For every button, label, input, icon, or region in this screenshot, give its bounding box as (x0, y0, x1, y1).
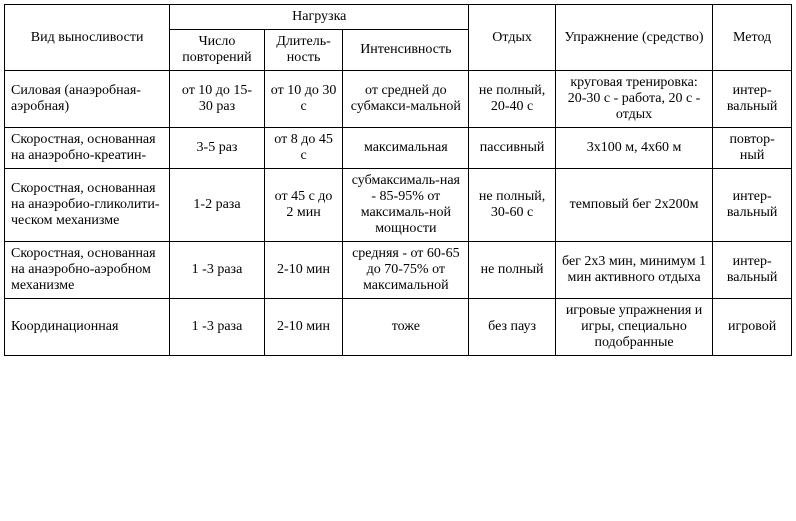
header-method: Метод (713, 5, 792, 71)
table-row: Координационная 1 -3 раза 2-10 мин тоже … (5, 299, 792, 356)
cell-type: Скоростная, основанная на анаэробно-креа… (5, 128, 170, 169)
cell-reps: 3-5 раз (170, 128, 264, 169)
header-intensity: Интенсивность (343, 30, 469, 71)
cell-rest: не полный, 30-60 с (469, 169, 556, 242)
cell-method: интер-вальный (713, 242, 792, 299)
table-row: Скоростная, основанная на анаэробио-глик… (5, 169, 792, 242)
cell-rest: пассивный (469, 128, 556, 169)
cell-method: игровой (713, 299, 792, 356)
cell-type: Координационная (5, 299, 170, 356)
header-duration: Длитель-ность (264, 30, 343, 71)
cell-type: Скоростная, основанная на анаэробио-глик… (5, 169, 170, 242)
cell-exercise: темповый бег 2х200м (555, 169, 712, 242)
cell-rest: не полный, 20-40 с (469, 71, 556, 128)
cell-reps: 1-2 раза (170, 169, 264, 242)
cell-exercise: круговая тренировка: 20-30 с - работа, 2… (555, 71, 712, 128)
cell-intensity: субмаксималь-ная - 85-95% от максималь-н… (343, 169, 469, 242)
cell-reps: 1 -3 раза (170, 299, 264, 356)
cell-duration: от 45 с до 2 мин (264, 169, 343, 242)
table-row: Скоростная, основанная на анаэробно-аэро… (5, 242, 792, 299)
cell-exercise: бег 2х3 мин, минимум 1 мин активного отд… (555, 242, 712, 299)
cell-duration: от 8 до 45 с (264, 128, 343, 169)
cell-reps: от 10 до 15-30 раз (170, 71, 264, 128)
header-type: Вид выносливости (5, 5, 170, 71)
table-row: Скоростная, основанная на анаэробно-креа… (5, 128, 792, 169)
cell-intensity: средняя - от 60-65 до 70-75% от максимал… (343, 242, 469, 299)
header-row-1: Вид выносливости Нагрузка Отдых Упражнен… (5, 5, 792, 30)
cell-exercise: игровые упражнения и игры, специально по… (555, 299, 712, 356)
cell-rest: не полный (469, 242, 556, 299)
cell-type: Силовая (анаэробная-аэробная) (5, 71, 170, 128)
cell-duration: 2-10 мин (264, 242, 343, 299)
cell-intensity: тоже (343, 299, 469, 356)
table-row: Силовая (анаэробная-аэробная) от 10 до 1… (5, 71, 792, 128)
header-rest: Отдых (469, 5, 556, 71)
cell-intensity: от средней до субмакси-мальной (343, 71, 469, 128)
cell-method: повтор-ный (713, 128, 792, 169)
cell-method: интер-вальный (713, 169, 792, 242)
cell-duration: от 10 до 30 с (264, 71, 343, 128)
cell-reps: 1 -3 раза (170, 242, 264, 299)
cell-method: интер-вальный (713, 71, 792, 128)
cell-intensity: максимальная (343, 128, 469, 169)
header-reps: Число повторений (170, 30, 264, 71)
header-load-group: Нагрузка (170, 5, 469, 30)
cell-exercise: 3х100 м, 4х60 м (555, 128, 712, 169)
cell-duration: 2-10 мин (264, 299, 343, 356)
cell-type: Скоростная, основанная на анаэробно-аэро… (5, 242, 170, 299)
endurance-table: Вид выносливости Нагрузка Отдых Упражнен… (4, 4, 792, 356)
cell-rest: без пауз (469, 299, 556, 356)
header-exercise: Упражнение (средство) (555, 5, 712, 71)
